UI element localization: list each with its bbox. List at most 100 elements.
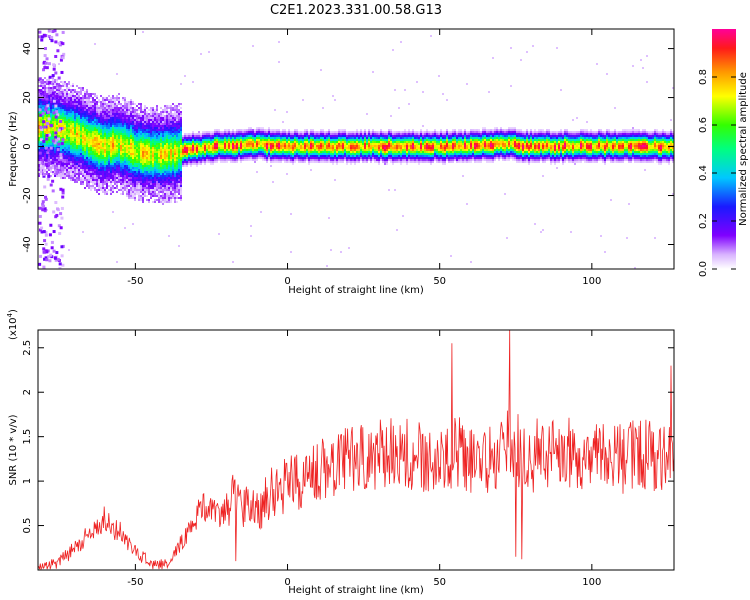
spectrogram-cell xyxy=(144,147,146,149)
spectrogram-cell xyxy=(166,159,168,161)
spectrogram-cell xyxy=(238,147,240,149)
spectrogram-cell xyxy=(196,141,198,143)
spectrogram-cell xyxy=(48,87,50,89)
spectrogram-cell xyxy=(38,117,40,119)
spectrogram-cell xyxy=(360,133,362,135)
spectrogram-cell xyxy=(152,175,154,177)
spectrogram-cell xyxy=(40,83,42,85)
spectrogram-cell xyxy=(66,153,68,155)
spectrogram-cell xyxy=(216,157,218,159)
spectrogram-cell xyxy=(306,157,308,159)
spectrogram-cell xyxy=(294,131,296,133)
spectrogram-cell xyxy=(176,127,178,129)
spectrogram-cell xyxy=(102,175,104,177)
spectrogram-cell xyxy=(154,135,156,137)
spectrogram-cell xyxy=(94,107,96,109)
spectrogram-cell xyxy=(74,173,76,175)
spectrogram-cell xyxy=(138,197,140,199)
spectrogram-cell xyxy=(278,137,280,139)
spectrogram-cell xyxy=(232,151,234,153)
spectrogram-cell xyxy=(266,139,268,141)
spectrogram-cell xyxy=(188,153,190,155)
spectrogram-cell xyxy=(146,181,148,183)
spectrogram-cell xyxy=(364,151,366,153)
spectrogram-cell xyxy=(356,151,358,153)
spectrogram-cell xyxy=(160,175,162,177)
spectrogram-cell xyxy=(168,143,170,145)
spectrogram-cell xyxy=(68,81,70,83)
spectrogram-cell xyxy=(132,125,134,127)
spectrogram-cell xyxy=(102,165,104,167)
spectrogram-cell xyxy=(102,161,104,163)
spectrogram-cell xyxy=(204,155,206,157)
spectrogram-cell xyxy=(170,147,172,149)
spectrogram-cell xyxy=(88,153,90,155)
spectrogram-cell xyxy=(88,105,90,107)
spectrogram-cell xyxy=(96,129,98,131)
spectrogram-cell xyxy=(104,133,106,135)
spectrogram-cell xyxy=(134,181,136,183)
spectrogram-cell xyxy=(44,153,46,155)
spectrogram-cell xyxy=(110,171,112,173)
spectrogram-cell xyxy=(320,129,322,131)
spectrogram-cell xyxy=(320,155,322,157)
spectrogram-cell xyxy=(334,135,336,137)
spectrogram-cell xyxy=(150,197,152,199)
spectrogram-cell xyxy=(304,131,306,133)
spectrogram-cell xyxy=(198,157,200,159)
spectrogram-cell xyxy=(142,121,144,123)
spectrogram-cell xyxy=(114,139,116,141)
spectrogram-cell xyxy=(340,159,342,161)
spectrogram-cell xyxy=(134,133,136,135)
spectrogram-cell xyxy=(112,185,114,187)
spectrogram-cell xyxy=(172,149,174,151)
spectrogram-cell xyxy=(74,111,76,113)
spectrogram-cell xyxy=(118,181,120,183)
spectrogram-cell xyxy=(72,129,74,131)
spectrogram-cell xyxy=(148,133,150,135)
spectrogram-cell xyxy=(178,181,180,183)
spectrogram-cell xyxy=(176,137,178,139)
spectrogram-cell xyxy=(40,85,42,87)
spectrogram-cell xyxy=(110,129,112,131)
spectrogram-cell xyxy=(56,79,58,81)
spectrogram-cell xyxy=(40,133,42,135)
spectrogram-cell xyxy=(154,185,156,187)
spectrogram-cell xyxy=(126,151,128,153)
spectrogram-cell xyxy=(178,173,180,175)
spectrogram-cell xyxy=(88,175,90,177)
spectrogram-cell xyxy=(136,191,138,193)
spectrogram-cell xyxy=(118,141,120,143)
spectrogram-cell xyxy=(76,161,78,163)
spectrogram-cell xyxy=(150,183,152,185)
spectrogram-cell xyxy=(46,115,48,117)
spectrogram-cell xyxy=(266,153,268,155)
spectrogram-cell xyxy=(104,193,106,195)
spectrogram-cell xyxy=(168,179,170,181)
spectrogram-cell xyxy=(116,261,118,263)
spectrogram-cell xyxy=(136,125,138,127)
spectrogram-cell xyxy=(106,115,108,117)
spectrogram-cell xyxy=(306,133,308,135)
spectrogram-cell xyxy=(70,175,72,177)
spectrogram-cell xyxy=(100,135,102,137)
spectrogram-cell xyxy=(186,147,188,149)
spectrogram-cell xyxy=(70,111,72,113)
spectrogram-cell xyxy=(68,83,70,85)
spectrogram-cell xyxy=(76,155,78,157)
spectrogram-cell xyxy=(286,147,288,149)
spectrogram-cell xyxy=(232,161,234,163)
spectrogram-cell xyxy=(50,101,52,103)
spectrogram-cell xyxy=(182,143,184,145)
spectrogram-cell xyxy=(270,137,272,139)
spectrogram-cell xyxy=(154,123,156,125)
spectrogram-cell xyxy=(212,141,214,143)
spectrogram-cell xyxy=(186,141,188,143)
spectrogram-cell xyxy=(148,159,150,161)
spectrogram-cell xyxy=(232,261,234,263)
spectrogram-cell xyxy=(210,149,212,151)
spectrogram-cell xyxy=(130,133,132,135)
spectrogram-cell xyxy=(94,141,96,143)
spectrogram-cell xyxy=(242,153,244,155)
spectrogram-cell xyxy=(66,151,68,153)
